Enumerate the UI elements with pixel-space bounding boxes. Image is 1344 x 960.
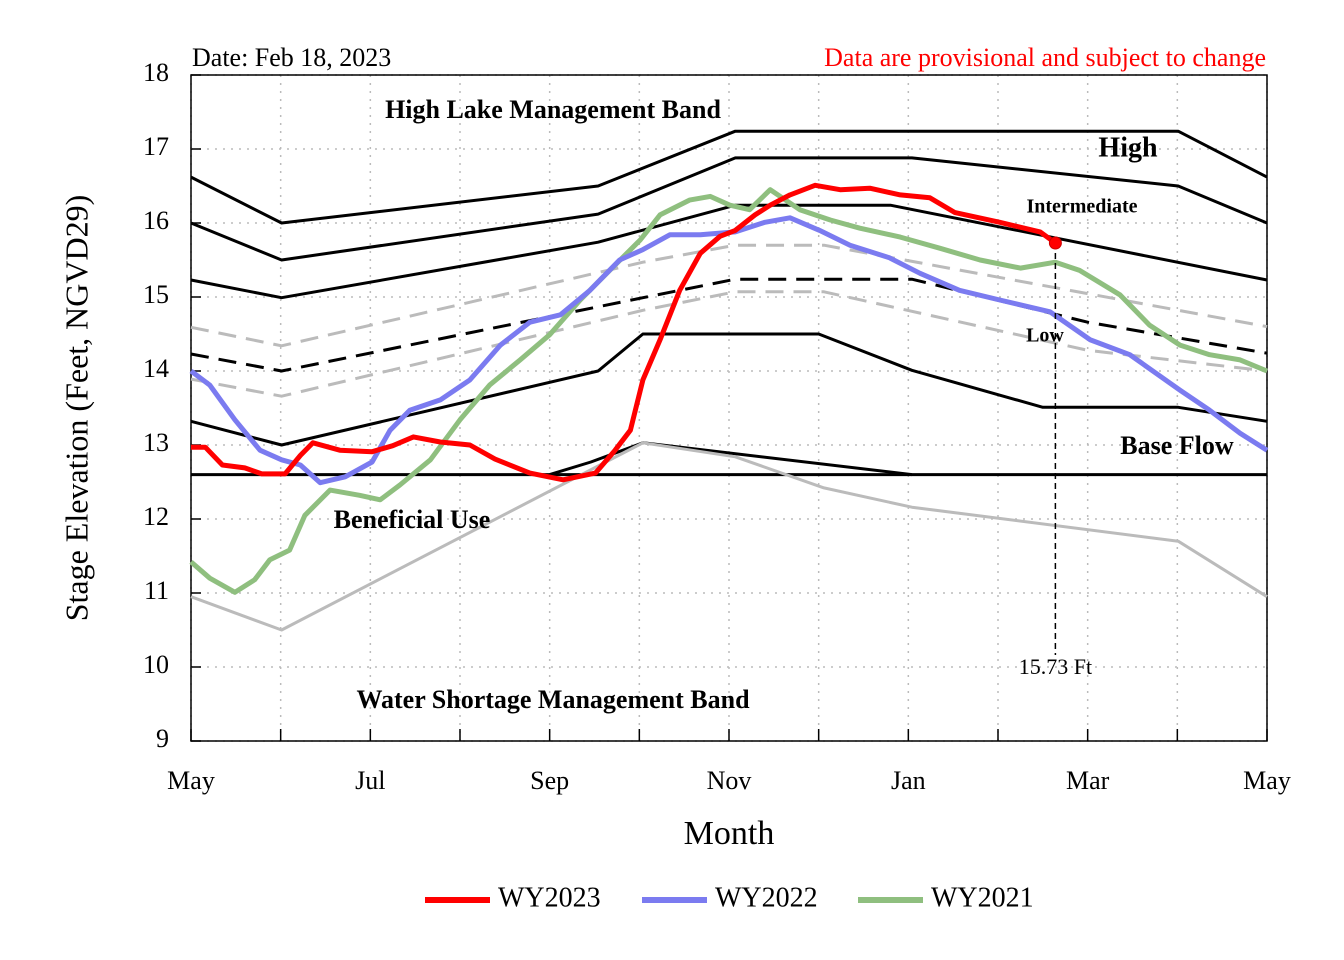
plot-area (189, 74, 1269, 742)
x-tick-label: Jul (355, 766, 385, 795)
band-label: High Lake Management Band (385, 95, 721, 124)
y-tick-label: 17 (143, 132, 169, 161)
legend-label: WY2022 (715, 882, 818, 913)
date-note: Date: Feb 18, 2023 (192, 43, 391, 72)
y-tick-label: 14 (143, 354, 169, 383)
plot-frame (190, 74, 1268, 742)
x-axis-label: Month (684, 815, 775, 852)
band-labels: High Lake Management Band High Intermedi… (334, 95, 1234, 714)
band-line (190, 243, 1268, 348)
provisional-note: Data are provisional and subject to chan… (824, 43, 1266, 72)
x-tick-label: Nov (707, 766, 752, 795)
y-tick-label: 16 (143, 206, 169, 235)
band-label: Intermediate (1026, 196, 1137, 218)
series-line (191, 182, 1057, 483)
x-tick-label: May (1243, 766, 1291, 795)
band-line (190, 129, 1268, 225)
marker-point (1048, 236, 1062, 250)
band-line (190, 277, 1268, 373)
series-line (189, 187, 1268, 595)
y-tick-label: 18 (143, 58, 169, 87)
band-label: High (1098, 132, 1158, 163)
y-tick-label: 15 (143, 280, 169, 309)
y-tick-label: 11 (144, 576, 169, 605)
y-tick-label: 12 (143, 502, 169, 531)
legend-label: WY2023 (498, 882, 601, 913)
band-label: Water Shortage Management Band (356, 685, 750, 714)
band-label: Low (1026, 325, 1064, 347)
series-line (189, 215, 1269, 486)
band-line (190, 203, 1268, 300)
x-tick-label: Mar (1066, 766, 1110, 795)
x-tick-label: May (167, 766, 215, 795)
band-line (190, 290, 1268, 398)
band-line (190, 156, 1268, 262)
band-label: Base Flow (1120, 431, 1234, 460)
x-tick-label: Sep (530, 766, 569, 795)
marker-label: 15.73 Ft (1019, 654, 1092, 679)
y-tick-label: 10 (143, 650, 169, 679)
y-axis-label: Stage Elevation (Feet, NGVD29) (58, 195, 94, 622)
band-line (549, 441, 913, 477)
band-label: Beneficial Use (334, 505, 491, 534)
legend-label: WY2021 (931, 882, 1034, 913)
band-line (190, 332, 1268, 447)
x-tick-label: Jan (891, 766, 926, 795)
band-line (190, 441, 1268, 632)
y-tick-label: 9 (156, 724, 169, 753)
y-tick-label: 13 (143, 428, 169, 457)
